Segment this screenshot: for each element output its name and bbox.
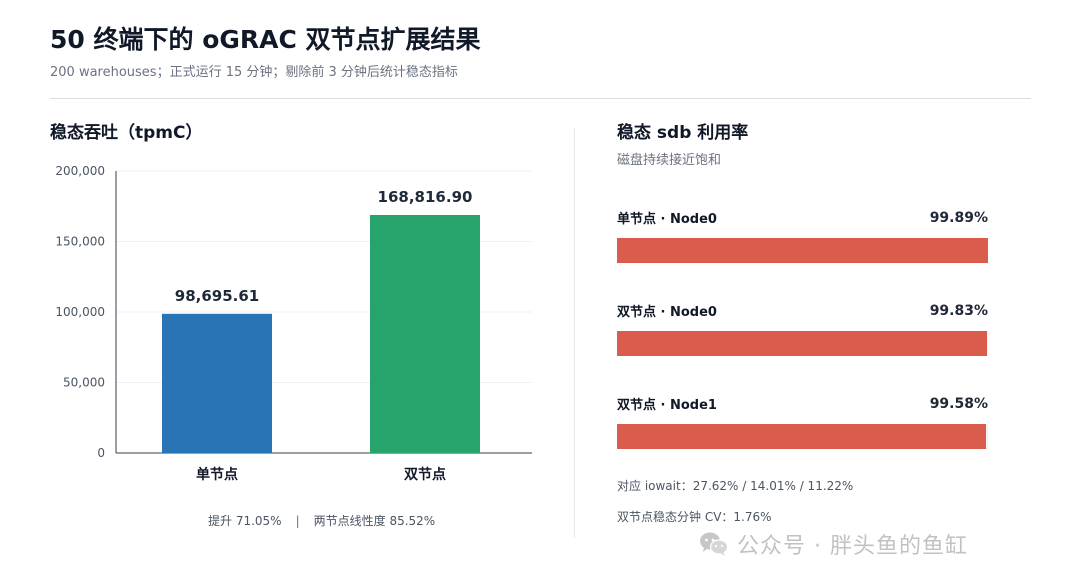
- watermark: 公众号 · 胖头鱼的鱼缸: [699, 527, 968, 561]
- throughput-panel-title: 稳态吞吐（tpmC）: [50, 123, 203, 143]
- utilization-fill: [617, 424, 987, 449]
- wechat-icon: [700, 532, 729, 556]
- y-tick-label: 150,000: [55, 235, 105, 249]
- utilization-track: [617, 424, 988, 449]
- y-tick-label: 0: [97, 446, 105, 460]
- bar-value-label: 98,695.61: [175, 287, 259, 305]
- utilization-fill: [617, 238, 988, 263]
- cv-note: 双节点稳态分钟 CV：1.76%: [617, 510, 772, 524]
- page-title: 50 终端下的 oGRAC 双节点扩展结果: [50, 25, 481, 54]
- linearity-text: 两节点线性度 85.52%: [313, 514, 436, 528]
- utilization-value: 99.58%: [929, 396, 988, 412]
- utilization-label: 单节点 · Node0: [617, 212, 717, 227]
- y-tick-label: 200,000: [55, 164, 105, 178]
- footnote-separator: |: [295, 514, 300, 528]
- throughput-footnote: 提升 71.05% | 两节点线性度 85.52%: [208, 512, 435, 529]
- bar: [370, 214, 480, 453]
- watermark-text: 公众号 · 胖头鱼的鱼缸: [737, 534, 968, 559]
- y-tick-label: 50,000: [63, 376, 105, 390]
- utilization-label: 双节点 · Node0: [617, 305, 717, 320]
- panel-divider: [574, 128, 575, 538]
- improvement-text: 提升 71.05%: [208, 514, 282, 528]
- utilization-value: 99.89%: [929, 210, 988, 226]
- utilization-track: [617, 331, 988, 356]
- bar: [162, 313, 272, 453]
- chart-bars: [162, 214, 480, 453]
- utilization-panel-subtitle: 磁盘持续接近饱和: [617, 153, 722, 168]
- page-subtitle: 200 warehouses；正式运行 15 分钟；剔除前 3 分钟后统计稳态指…: [50, 65, 458, 80]
- utilization-label: 双节点 · Node1: [617, 398, 717, 413]
- bar-value-label: 168,816.90: [378, 188, 473, 206]
- utilization-track: [617, 238, 988, 263]
- header-divider: [50, 98, 1031, 99]
- utilization-value: 99.83%: [929, 303, 988, 319]
- utilization-panel-title: 稳态 sdb 利用率: [617, 123, 749, 143]
- chart-labels: 0 50,000 100,000 150,000 200,000 98,695.61 单节点…: [55, 164, 472, 483]
- x-category-label: 单节点: [196, 466, 238, 483]
- x-category-label: 双节点: [404, 466, 446, 483]
- iowait-note: 对应 iowait：27.62% / 14.01% / 11.22%: [617, 479, 854, 493]
- utilization-fill: [617, 331, 988, 356]
- y-tick-label: 100,000: [55, 305, 105, 319]
- throughput-bar-chart: 0 50,000 100,000 150,000 200,000 98,695.61 单节点…: [55, 164, 532, 483]
